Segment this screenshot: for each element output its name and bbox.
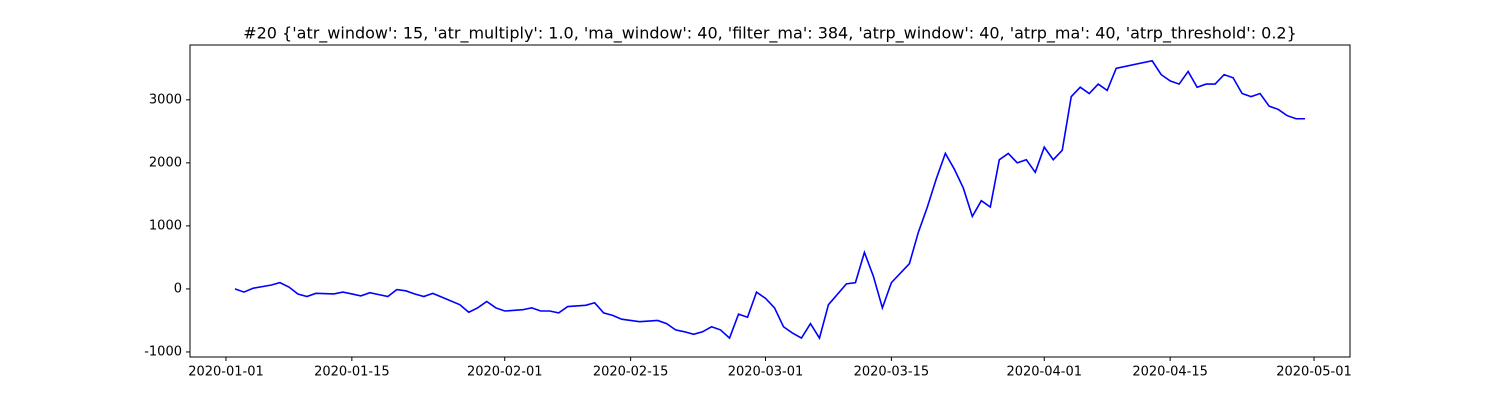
y-tick-label: 1000 xyxy=(149,218,182,233)
x-tick-label: 2020-03-01 xyxy=(728,365,804,380)
y-tick-label: 3000 xyxy=(149,92,182,107)
x-tick-label: 2020-04-01 xyxy=(1006,365,1082,380)
y-tick-label: 2000 xyxy=(149,155,182,170)
x-tick-label: 2020-04-15 xyxy=(1132,365,1208,380)
y-tick-label: -1000 xyxy=(144,344,182,359)
plot-frame xyxy=(189,44,1351,358)
y-tick-label: 0 xyxy=(174,281,182,296)
x-tick-label: 2020-02-15 xyxy=(593,365,669,380)
x-tick-label: 2020-03-15 xyxy=(854,365,930,380)
x-tick-label: 2020-05-01 xyxy=(1276,365,1352,380)
x-tick-label: 2020-01-15 xyxy=(314,365,390,380)
x-tick-label: 2020-01-01 xyxy=(188,365,264,380)
series-line xyxy=(234,59,1306,341)
chart-title: #20 {'atr_window': 15, 'atr_multiply': 1… xyxy=(243,24,1297,44)
x-tick-label: 2020-02-01 xyxy=(467,365,543,380)
